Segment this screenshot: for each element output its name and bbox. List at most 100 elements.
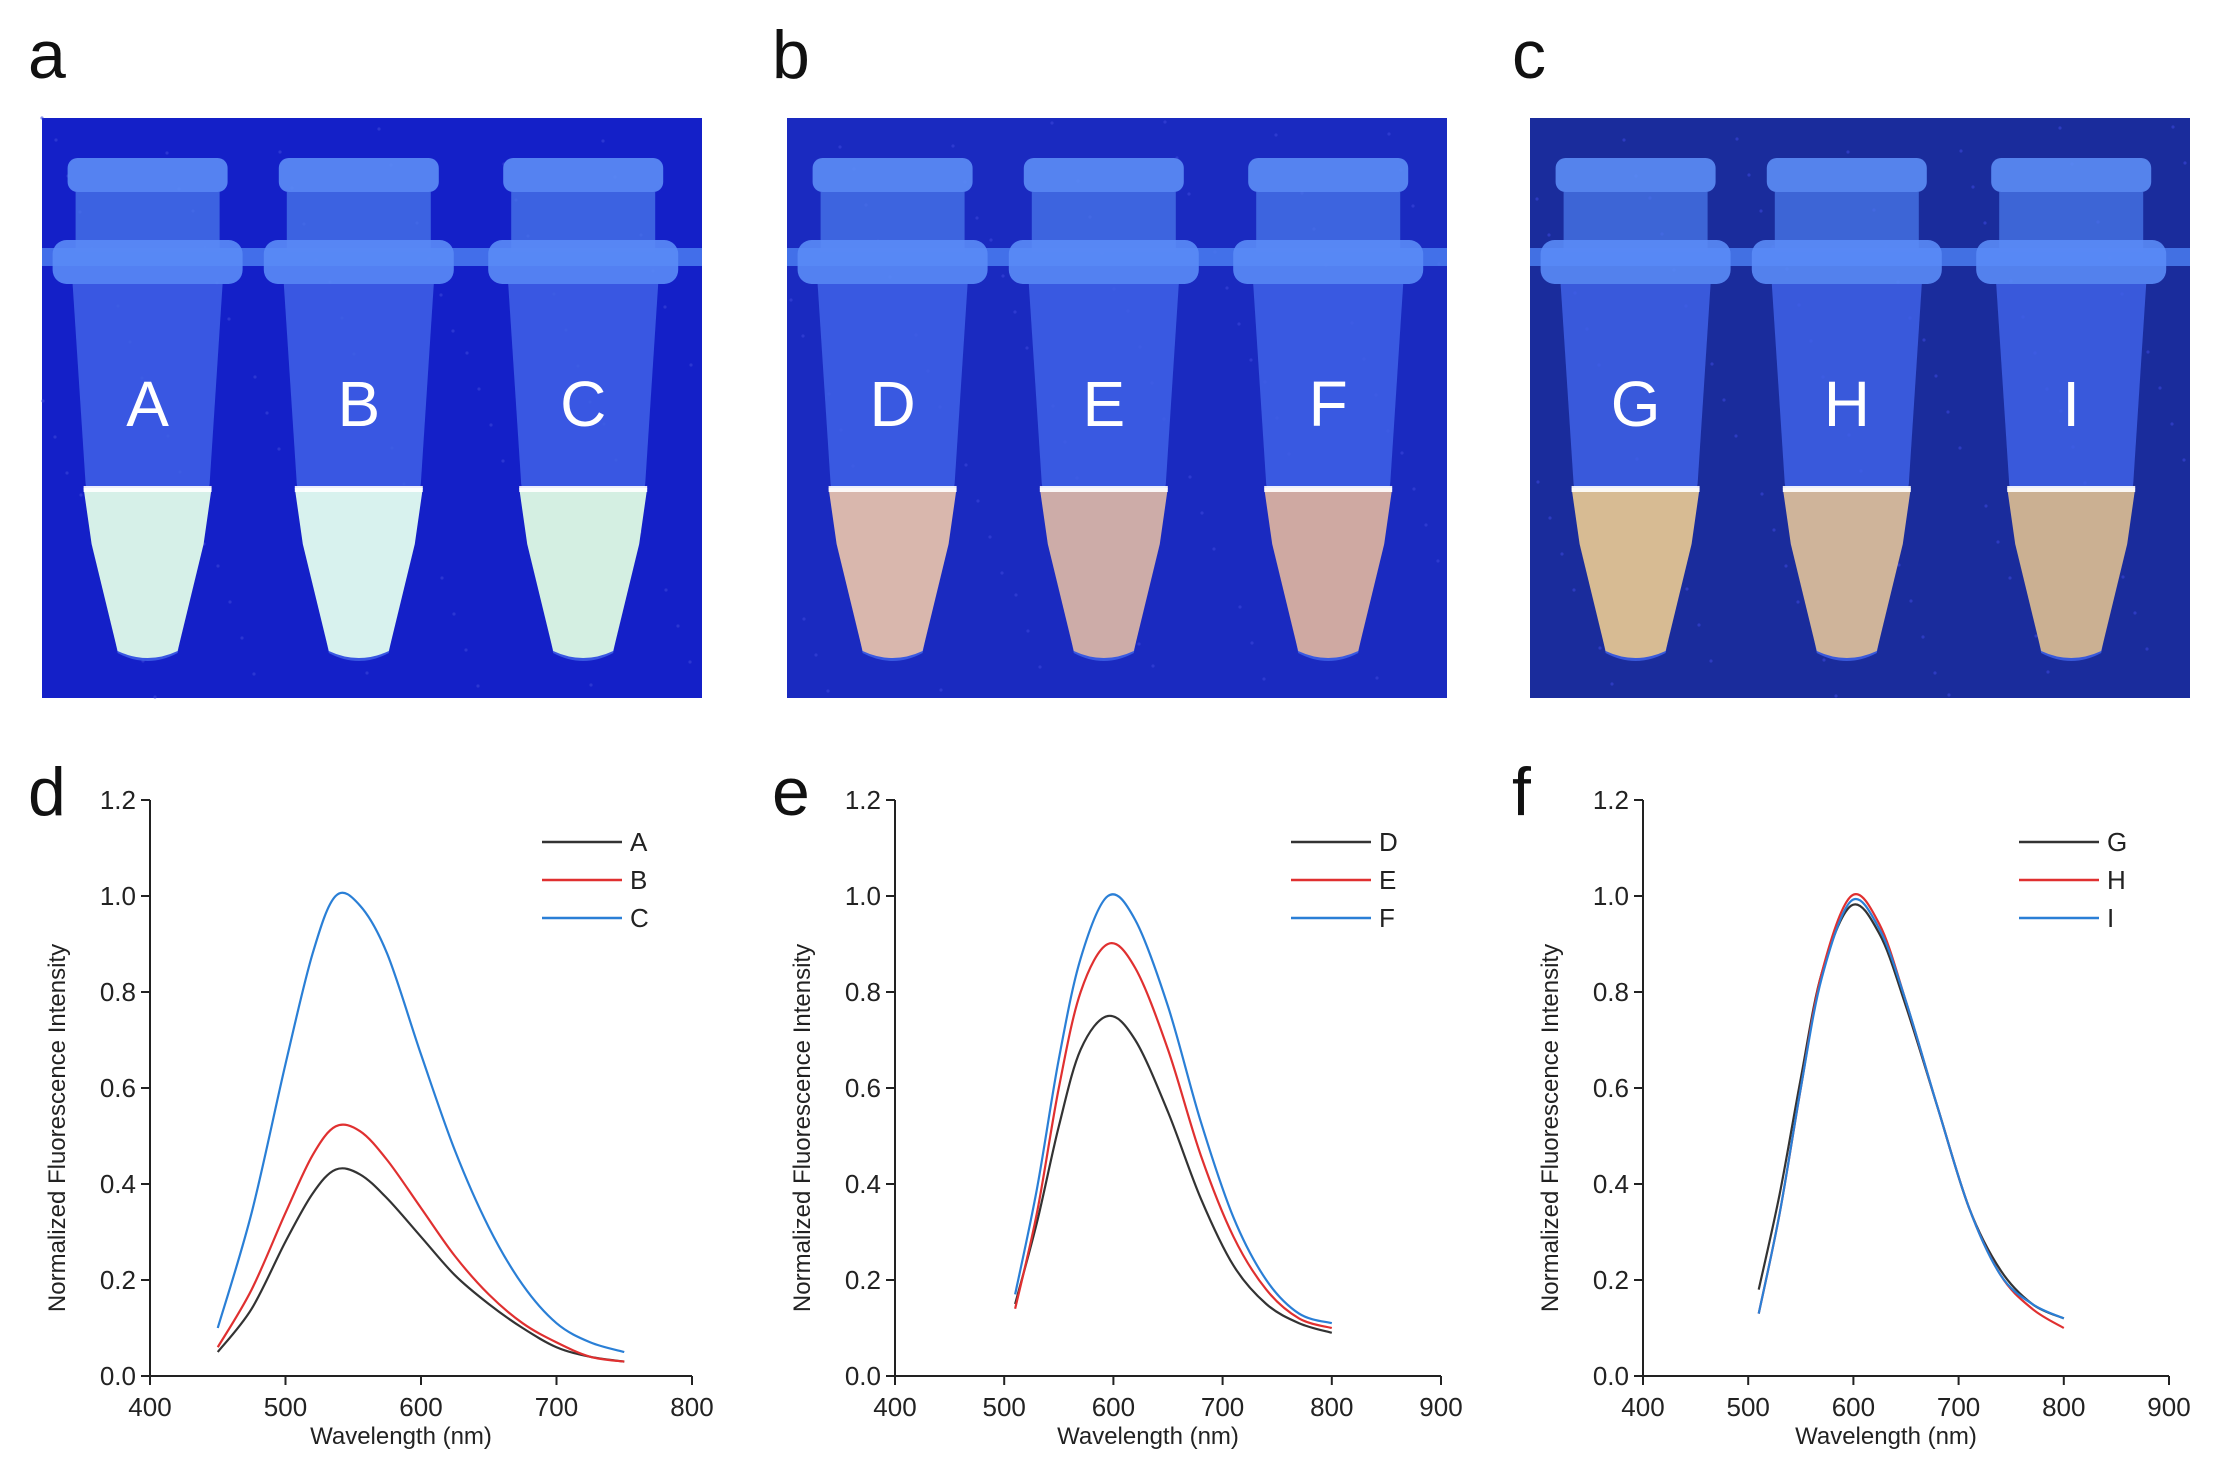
photo-speckle — [1685, 587, 1689, 591]
photo-speckle — [1050, 121, 1054, 125]
liquid-meniscus — [294, 486, 423, 492]
photo-speckle — [1188, 475, 1192, 479]
y-tick-label: 1.2 — [845, 785, 881, 815]
photo-speckle — [439, 293, 443, 297]
photo-speckle — [1610, 682, 1614, 686]
tube-collar — [1976, 240, 2167, 284]
tube-b: B — [263, 158, 454, 661]
x-tick-label: 900 — [1419, 1392, 1462, 1422]
tube-label-e: E — [1082, 368, 1125, 440]
photo-speckle — [1026, 629, 1030, 633]
photo-speckle — [976, 499, 980, 503]
legend-label-d: D — [1379, 827, 1398, 857]
x-tick-label: 400 — [873, 1392, 916, 1422]
photo-speckle — [65, 471, 69, 475]
photo-speckle — [1834, 694, 1838, 698]
photo-speckle — [1971, 185, 1975, 189]
photo-speckle — [951, 144, 955, 148]
photo-speckle — [826, 689, 830, 693]
y-axis-title: Normalized Fluorescence Intensity — [789, 944, 816, 1312]
photo-speckle — [265, 411, 269, 415]
photo-speckle — [1598, 646, 1602, 650]
photo-speckle — [801, 334, 805, 338]
chart-panel-e: 400 500 600 700 800 900 0.0 0.2 0.4 0.6 0.8 1.0 1.2 W… — [789, 785, 1463, 1450]
y-tick-label: 0.2 — [845, 1265, 881, 1295]
photo-speckle — [989, 238, 993, 242]
photo-speckle — [589, 683, 593, 687]
x-tick-label: 900 — [2147, 1392, 2190, 1422]
photo-speckle — [1237, 322, 1241, 326]
photo-speckle — [1710, 362, 1714, 366]
tube-g: G — [1540, 158, 1731, 661]
photo-speckle — [377, 127, 381, 131]
y-tick-label: 0.8 — [100, 977, 136, 1007]
x-tick-label: 500 — [1727, 1392, 1770, 1422]
liquid-meniscus — [1782, 486, 1911, 492]
tube-collar — [1540, 240, 1731, 284]
photo-speckle — [1548, 516, 1552, 520]
tube-liquid — [294, 488, 423, 658]
y-tick-label: 0.8 — [845, 977, 881, 1007]
panel-letter-d: d — [28, 754, 66, 830]
photo-speckle — [501, 459, 505, 463]
x-tick-label: 400 — [1621, 1392, 1664, 1422]
photo-speckle — [1014, 593, 1018, 597]
photo-speckle — [1560, 552, 1564, 556]
tube-collar — [263, 240, 454, 284]
tube-i: I — [1976, 158, 2167, 661]
tube-collar — [1751, 240, 1942, 284]
tube-a: A — [52, 158, 243, 661]
photo-speckle — [1958, 446, 1962, 450]
photo-speckle — [1933, 671, 1937, 675]
panel-letter-f: f — [1512, 754, 1531, 830]
tube-liquid — [828, 488, 957, 658]
y-tick-label: 1.0 — [100, 881, 136, 911]
series-line-c — [216, 891, 625, 1354]
photo-speckle — [1722, 398, 1726, 402]
photo-speckle — [975, 216, 979, 220]
liquid-meniscus — [2007, 486, 2136, 492]
photo-speckle — [1747, 173, 1751, 177]
photo-speckle — [365, 671, 369, 675]
photo-speckle — [227, 317, 231, 321]
y-tick-label: 0.0 — [1593, 1361, 1629, 1391]
photo-speckle — [789, 298, 793, 302]
photo-speckle — [1249, 358, 1253, 362]
photo-speckle — [689, 363, 693, 367]
series-line-a — [216, 1167, 625, 1363]
photo-speckle — [1387, 132, 1391, 136]
photo-speckle — [1412, 487, 1416, 491]
photo-speckle — [1038, 665, 1042, 669]
x-axis-title: Wavelength (nm) — [310, 1423, 492, 1450]
photo-speckle — [2046, 670, 2050, 674]
x-axis-title: Wavelength (nm) — [1057, 1423, 1239, 1450]
photo-speckle — [814, 653, 818, 657]
x-tick-label: 700 — [1937, 1392, 1980, 1422]
y-tick-label: 0.6 — [1593, 1073, 1629, 1103]
photo-speckle — [601, 139, 605, 143]
photo-speckle — [489, 423, 493, 427]
x-tick-label: 800 — [670, 1392, 713, 1422]
liquid-meniscus — [1039, 486, 1168, 492]
series-line-h — [1757, 893, 2065, 1329]
photo-speckle — [2058, 126, 2062, 130]
photo-speckle — [2170, 422, 2174, 426]
series-line-i — [1757, 897, 2065, 1320]
photo-speckle — [1934, 374, 1938, 378]
photo-speckle — [1424, 523, 1428, 527]
tube-collar — [1008, 240, 1199, 284]
photo-speckle — [1262, 677, 1266, 681]
photo-speckle — [1984, 504, 1988, 508]
liquid-meniscus — [1571, 486, 1700, 492]
photo-speckle — [1547, 233, 1551, 237]
x-tick-label: 600 — [1092, 1392, 1135, 1422]
photo-speckle — [476, 684, 480, 688]
tube-cap — [1023, 158, 1184, 192]
tube-liquid — [519, 488, 648, 658]
photo-speckle — [53, 435, 57, 439]
legend-label-e: E — [1379, 865, 1396, 895]
x-tick-label: 600 — [399, 1392, 442, 1422]
photo-speckle — [802, 617, 806, 621]
tube-f: F — [1233, 158, 1424, 661]
